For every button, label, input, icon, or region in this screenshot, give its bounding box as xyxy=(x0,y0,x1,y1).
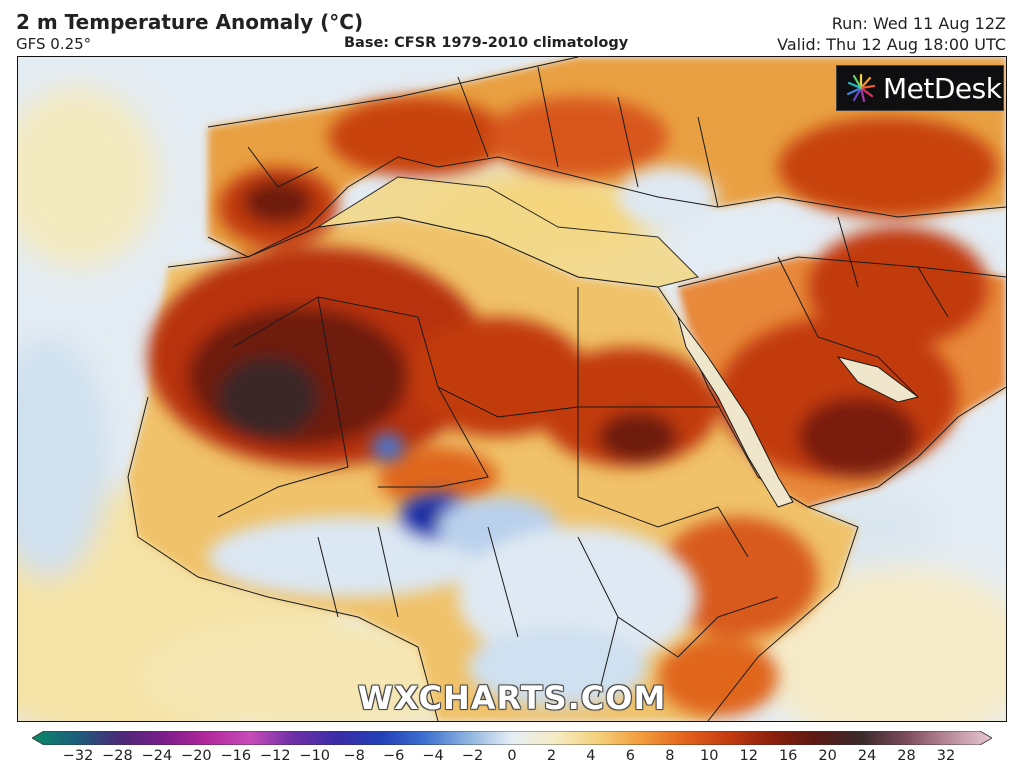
colorbar-bar xyxy=(32,731,992,745)
colorbar-tick: 4 xyxy=(586,748,596,764)
cool-anomaly-field xyxy=(208,167,718,707)
valid-time-label: Valid: Thu 12 Aug 18:00 UTC xyxy=(777,35,1006,54)
colorbar-tick: −24 xyxy=(141,748,173,764)
colorbar-tick: −12 xyxy=(259,748,291,764)
colorbar-tick: −28 xyxy=(102,748,133,764)
colorbar xyxy=(32,731,992,745)
colorbar-tick: 16 xyxy=(778,748,798,764)
colorbar-tick: 24 xyxy=(857,748,877,764)
colorbar-tick: 12 xyxy=(739,748,758,764)
wxcharts-watermark: WXCHARTS.COM xyxy=(357,679,667,717)
colorbar-tick: −4 xyxy=(422,748,444,764)
metdesk-burst-icon xyxy=(846,73,876,103)
colorbar-tick: −6 xyxy=(382,748,405,764)
colorbar-tick: 32 xyxy=(936,748,956,764)
seas xyxy=(317,176,699,288)
metdesk-logo: MetDesk xyxy=(836,65,1004,111)
colorbar-tick: 0 xyxy=(507,748,517,764)
colorbar-tick: 8 xyxy=(665,748,675,764)
model-label: GFS 0.25° xyxy=(16,35,92,53)
persian-gulf xyxy=(836,356,920,403)
temperature-anomaly-map[interactable]: MetDesk WXCHARTS.COM xyxy=(17,56,1007,722)
map-canvas xyxy=(18,57,1006,721)
colorbar-tick: −16 xyxy=(220,748,252,764)
colorbar-tick: 10 xyxy=(700,748,719,764)
chart-title: 2 m Temperature Anomaly (°C) xyxy=(16,10,364,34)
warm-anomaly-field xyxy=(148,97,998,717)
base-climatology-label: Base: CFSR 1979-2010 climatology xyxy=(344,35,629,51)
red-sea xyxy=(677,316,794,508)
metdesk-logo-text: MetDesk xyxy=(883,71,1002,105)
colorbar-tick-labels: −32 −28 −24 −20 −16 −12 −10 −8 −6 −4 −2 0 2 4 6 8 10 12 16… xyxy=(0,748,1024,770)
run-time-label: Run: Wed 11 Aug 12Z xyxy=(831,14,1006,33)
colorbar-tick: −20 xyxy=(181,748,212,764)
colorbar-tick: −10 xyxy=(299,748,331,764)
colorbar-tick: 28 xyxy=(897,748,916,764)
colorbar-tick: 6 xyxy=(625,748,635,764)
colorbar-tick: −8 xyxy=(343,748,365,764)
colorbar-tick: −32 xyxy=(62,748,94,764)
colorbar-tick: 20 xyxy=(818,748,837,764)
colorbar-tick: −2 xyxy=(461,748,484,764)
colorbar-tick: 2 xyxy=(546,748,557,764)
